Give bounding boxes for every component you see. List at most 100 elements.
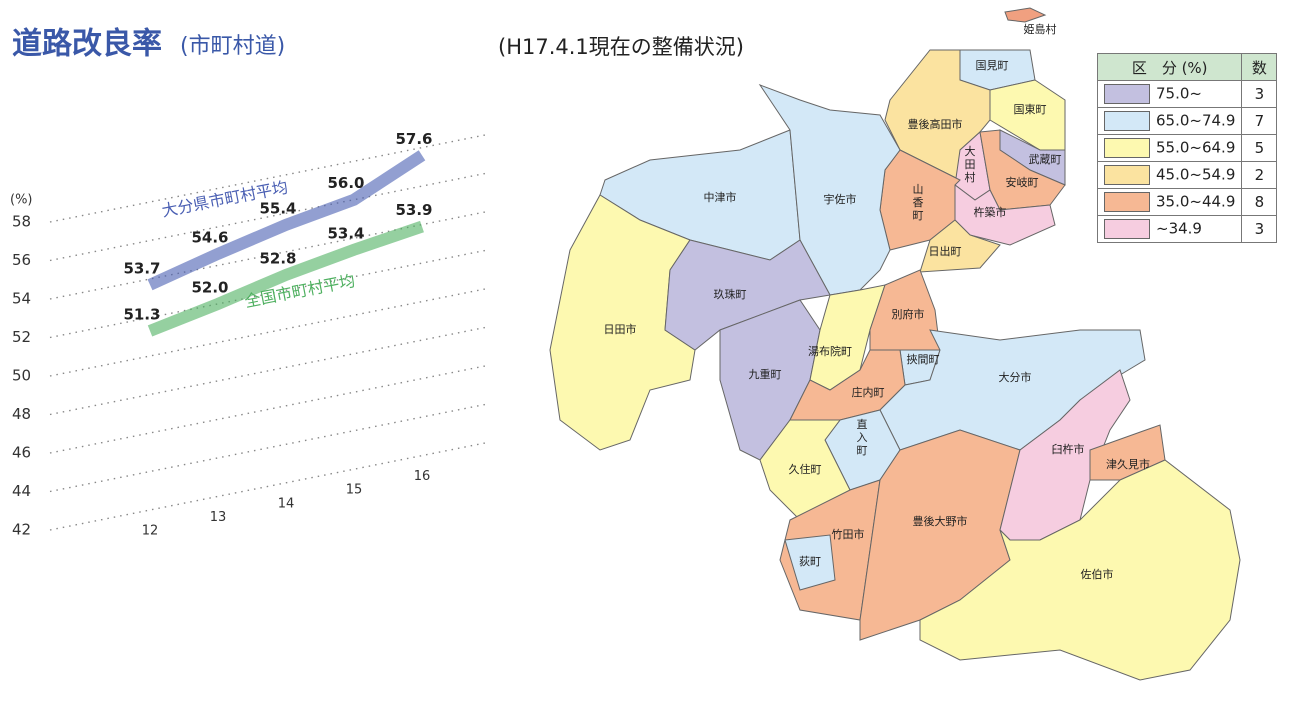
legend-count: 3: [1241, 80, 1278, 108]
region-label: 直入町: [857, 417, 868, 457]
x-tick-label: 13: [210, 510, 227, 525]
region-label: 国東町: [1014, 103, 1047, 116]
y-tick-label: 44: [12, 482, 31, 500]
legend-range-cell: 65.0~74.9: [1096, 107, 1243, 135]
y-tick-label: 48: [12, 405, 31, 423]
y-tick-label: 52: [12, 328, 31, 346]
legend-count: 7: [1241, 107, 1278, 135]
y-tick-label: 50: [12, 367, 31, 385]
legend-range-cell: 45.0~54.9: [1096, 161, 1243, 189]
legend-range: 35.0~44.9: [1156, 192, 1236, 211]
region-label: 武蔵町: [1029, 153, 1062, 166]
value-label: 53.7: [123, 259, 160, 277]
region-label: 山香町: [913, 183, 924, 222]
legend-range-cell: 35.0~44.9: [1096, 188, 1243, 216]
map-region: [784, 534, 836, 591]
legend-table: 区 分 (%) 数 75.0~ 3 65.0~74.9 7 55.0~64.9 5 45.0~5…: [1096, 53, 1278, 243]
y-tick-label: 54: [12, 290, 31, 308]
legend-row: 45.0~54.9 2: [1096, 161, 1278, 189]
legend-count: 5: [1241, 134, 1278, 162]
value-label: 55.4: [259, 199, 296, 217]
region-label: 安岐町: [1006, 175, 1039, 189]
region-label: 竹田市: [832, 527, 865, 541]
legend-range: 75.0~: [1156, 84, 1202, 103]
legend-range: 55.0~64.9: [1156, 138, 1236, 157]
legend-range-cell: 55.0~64.9: [1096, 134, 1243, 162]
legend-swatch: [1104, 138, 1150, 158]
legend-range-cell: ~34.9: [1096, 215, 1243, 243]
region-label: 日田市: [604, 322, 637, 336]
grid-line: [49, 442, 486, 531]
value-label: 56.0: [327, 174, 364, 192]
legend-count: 3: [1241, 215, 1278, 243]
grid-line: [49, 365, 486, 454]
map-region: [1004, 7, 1047, 23]
x-tick-label: 15: [346, 483, 363, 498]
region-label: 九重町: [749, 367, 782, 381]
y-tick-label: 42: [12, 521, 31, 539]
region-label: 津久見市: [1106, 457, 1150, 471]
value-label: 54.6: [191, 228, 228, 246]
grid-line: [49, 326, 486, 416]
map-title: (H17.4.1現在の整備状況): [498, 35, 744, 59]
value-label: 52.0: [191, 278, 228, 296]
y-tick-label: 56: [12, 251, 31, 269]
legend-range: 45.0~54.9: [1156, 165, 1236, 184]
region-label: 中津市: [704, 190, 737, 204]
legend-header: 区 分 (%) 数: [1096, 53, 1278, 81]
legend-row: 35.0~44.9 8: [1096, 188, 1278, 216]
map-region: [759, 419, 851, 521]
x-tick-label: 14: [278, 496, 295, 511]
legend-swatch: [1104, 192, 1150, 212]
series-ribbon: [147, 150, 426, 291]
region-label: 久住町: [789, 462, 822, 476]
grid-line: [49, 288, 486, 377]
region-label: 宇佐市: [824, 192, 857, 206]
value-label: 52.8: [259, 249, 296, 267]
title: 道路改良率: [12, 27, 162, 62]
legend-count: 8: [1241, 188, 1278, 216]
region-label: 姫島村: [1024, 22, 1057, 36]
legend-range: ~34.9: [1156, 219, 1202, 238]
region-label: 佐伯市: [1081, 567, 1114, 581]
x-tick-label: 12: [142, 524, 159, 539]
region-label: 豊後大野市: [913, 514, 968, 528]
legend-swatch: [1104, 219, 1150, 239]
grid-line: [49, 211, 486, 300]
region-label: 豊後高田市: [908, 117, 963, 131]
value-label: 53.4: [327, 224, 364, 242]
region-label: 玖珠町: [714, 287, 747, 301]
legend-row: ~34.9 3: [1096, 215, 1278, 243]
grid-line: [49, 249, 486, 339]
series-ribbon: [147, 220, 424, 337]
legend-swatch: [1104, 84, 1150, 104]
y-tick-label: 58: [12, 213, 31, 231]
x-tick-label: 16: [414, 469, 431, 484]
grid-line: [49, 172, 486, 262]
value-label: 51.3: [123, 305, 160, 323]
region-label: 日出町: [929, 244, 962, 258]
region-label: 臼杵市: [1052, 442, 1085, 456]
y-tick-label: 46: [12, 444, 31, 462]
region-label: 挾間町: [907, 353, 940, 366]
legend-range-cell: 75.0~: [1096, 80, 1243, 108]
region-label: 別府市: [892, 307, 925, 321]
legend-count: 2: [1241, 161, 1278, 189]
title-sub: (市町村道): [180, 34, 285, 59]
legend-header-cell: 数: [1241, 53, 1278, 81]
region-label: 大分市: [999, 370, 1032, 384]
legend-row: 75.0~ 3: [1096, 80, 1278, 108]
region-label: 湯布院町: [808, 344, 852, 358]
series-name: 全国市町村平均: [243, 271, 357, 311]
region-label: 荻町: [799, 555, 821, 568]
map-region: [919, 459, 1241, 681]
region-label: 国見町: [976, 59, 1009, 72]
value-label: 53.9: [395, 201, 432, 219]
legend-range: 65.0~74.9: [1156, 111, 1236, 130]
legend-swatch: [1104, 111, 1150, 131]
legend-swatch: [1104, 165, 1150, 185]
y-unit: (%): [10, 193, 33, 208]
region-label: 庄内町: [852, 385, 885, 399]
value-label: 57.6: [395, 130, 432, 148]
